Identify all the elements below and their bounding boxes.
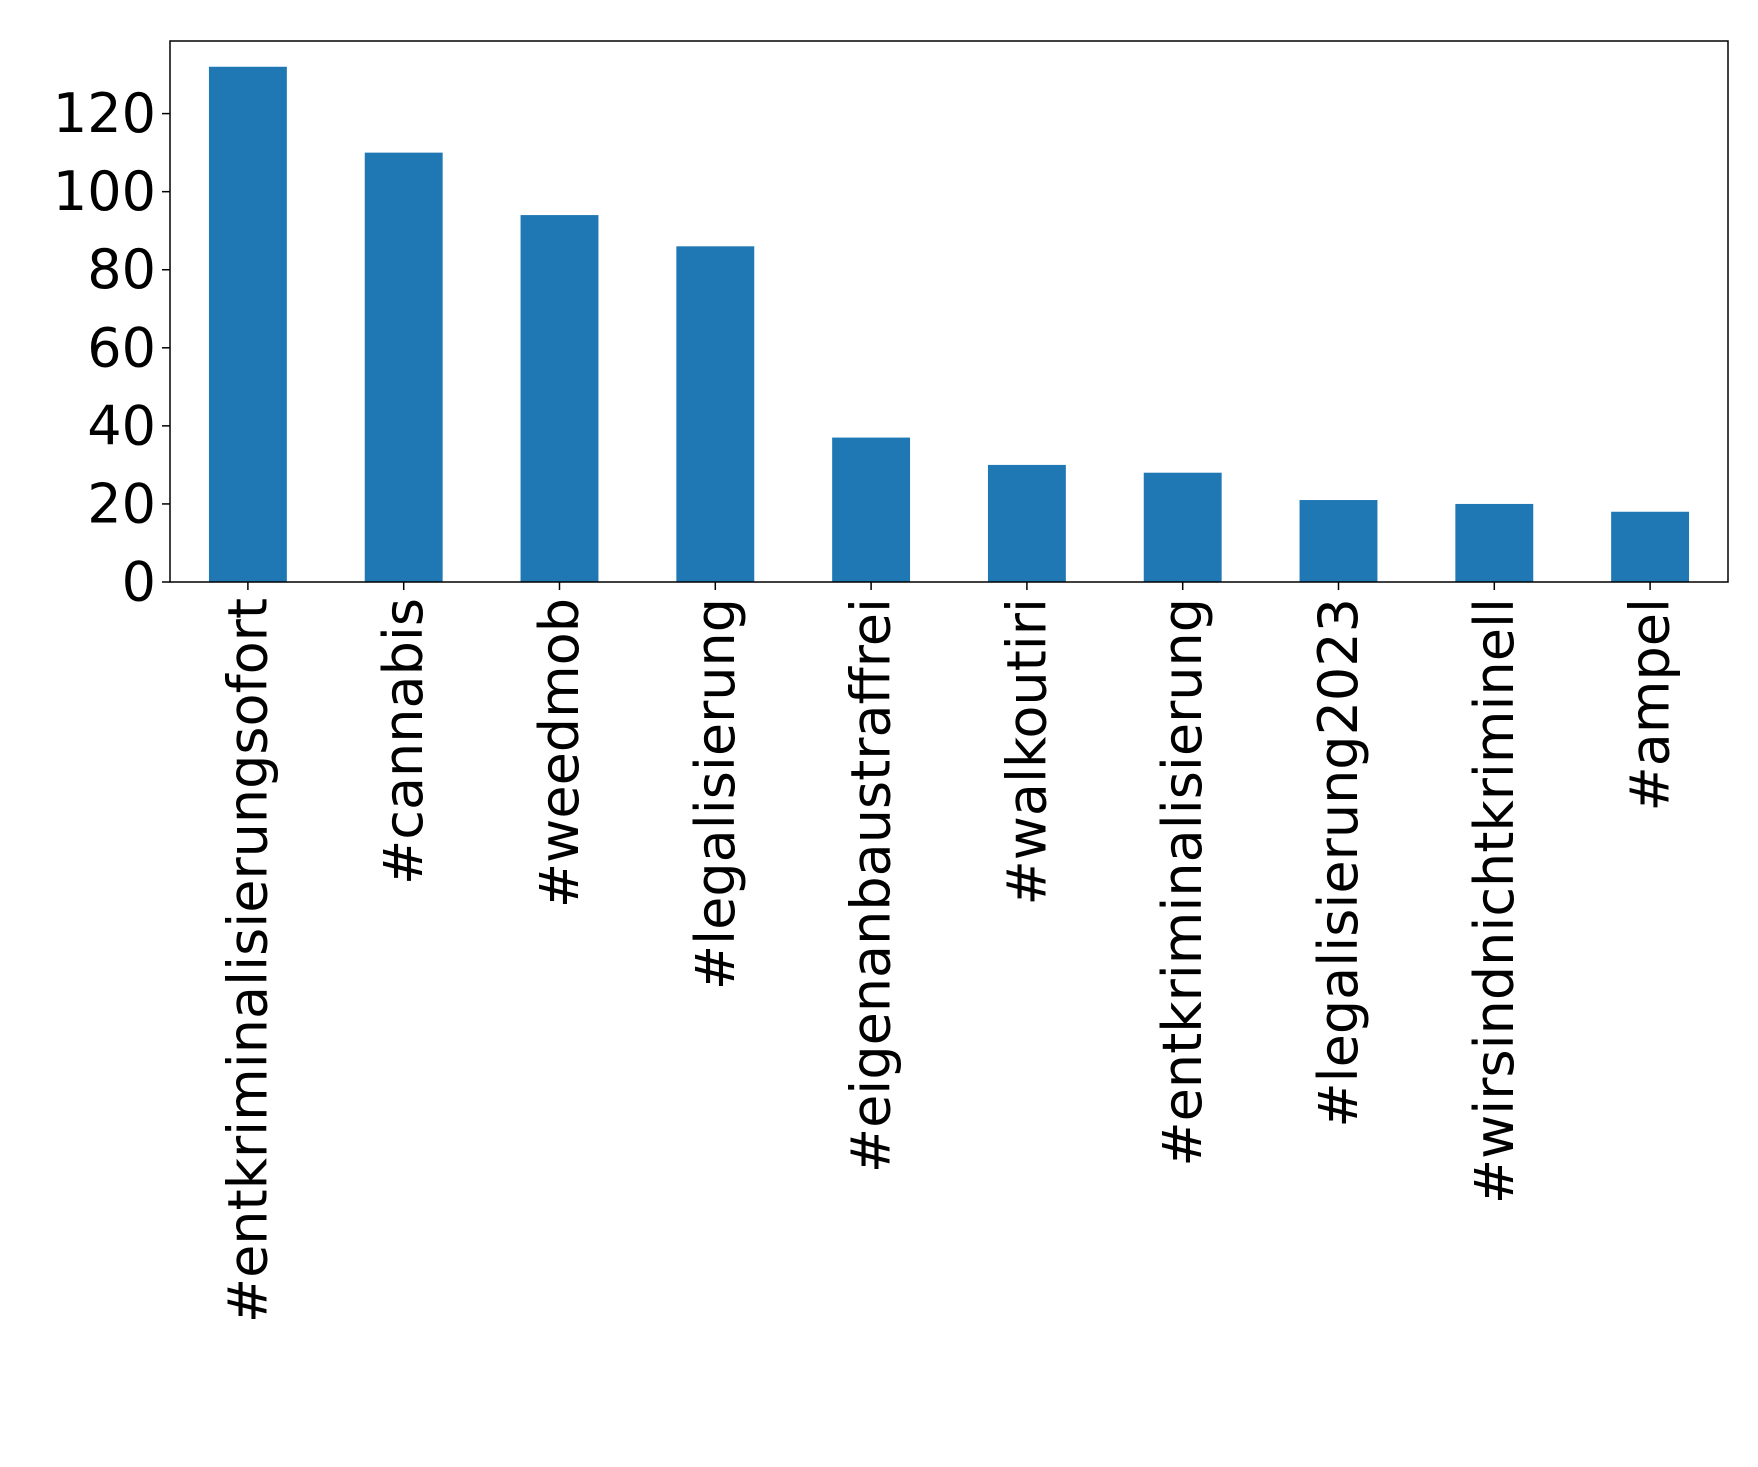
- x-tick-label: #ampel: [1619, 598, 1682, 811]
- x-tick-label: #cannabis: [372, 598, 435, 885]
- x-tick-label: #weedmob: [528, 598, 591, 908]
- bar: [208, 66, 287, 582]
- bar: [364, 152, 443, 582]
- x-tick-label: #entkriminalisierungsofort: [216, 598, 279, 1323]
- x-tick-label: #legalisierung2023: [1307, 598, 1370, 1128]
- bar: [1611, 511, 1690, 582]
- bar: [1299, 500, 1378, 582]
- bar: [520, 215, 599, 583]
- x-tick-label: #walkoutiri: [995, 598, 1058, 906]
- plot-frame: [169, 40, 1729, 583]
- x-tick-label: #eigenanbaustraffrei: [840, 598, 903, 1173]
- bar: [1143, 472, 1222, 582]
- y-tick-label: 100: [53, 160, 156, 223]
- x-tick-label: #legalisierung: [684, 598, 747, 990]
- bar: [676, 246, 755, 582]
- x-tick-label: #entkriminalisierung: [1151, 598, 1214, 1167]
- y-tick-label: 0: [122, 551, 156, 614]
- bar: [1455, 503, 1534, 582]
- x-axis: #entkriminalisierungsofort #cannabis #weed…: [216, 582, 1682, 1323]
- bars-group: [208, 66, 1690, 583]
- y-axis: 0 20 40 60 80 100 120: [53, 82, 170, 614]
- x-tick-label: #wirsindnichtkriminell: [1463, 598, 1526, 1204]
- y-tick-label: 40: [87, 394, 156, 457]
- y-tick-label: 80: [87, 238, 156, 301]
- y-tick-label: 120: [53, 82, 156, 145]
- y-tick-label: 60: [87, 316, 156, 379]
- y-tick-label: 20: [87, 472, 156, 535]
- bar: [832, 437, 911, 582]
- bar: [987, 464, 1066, 582]
